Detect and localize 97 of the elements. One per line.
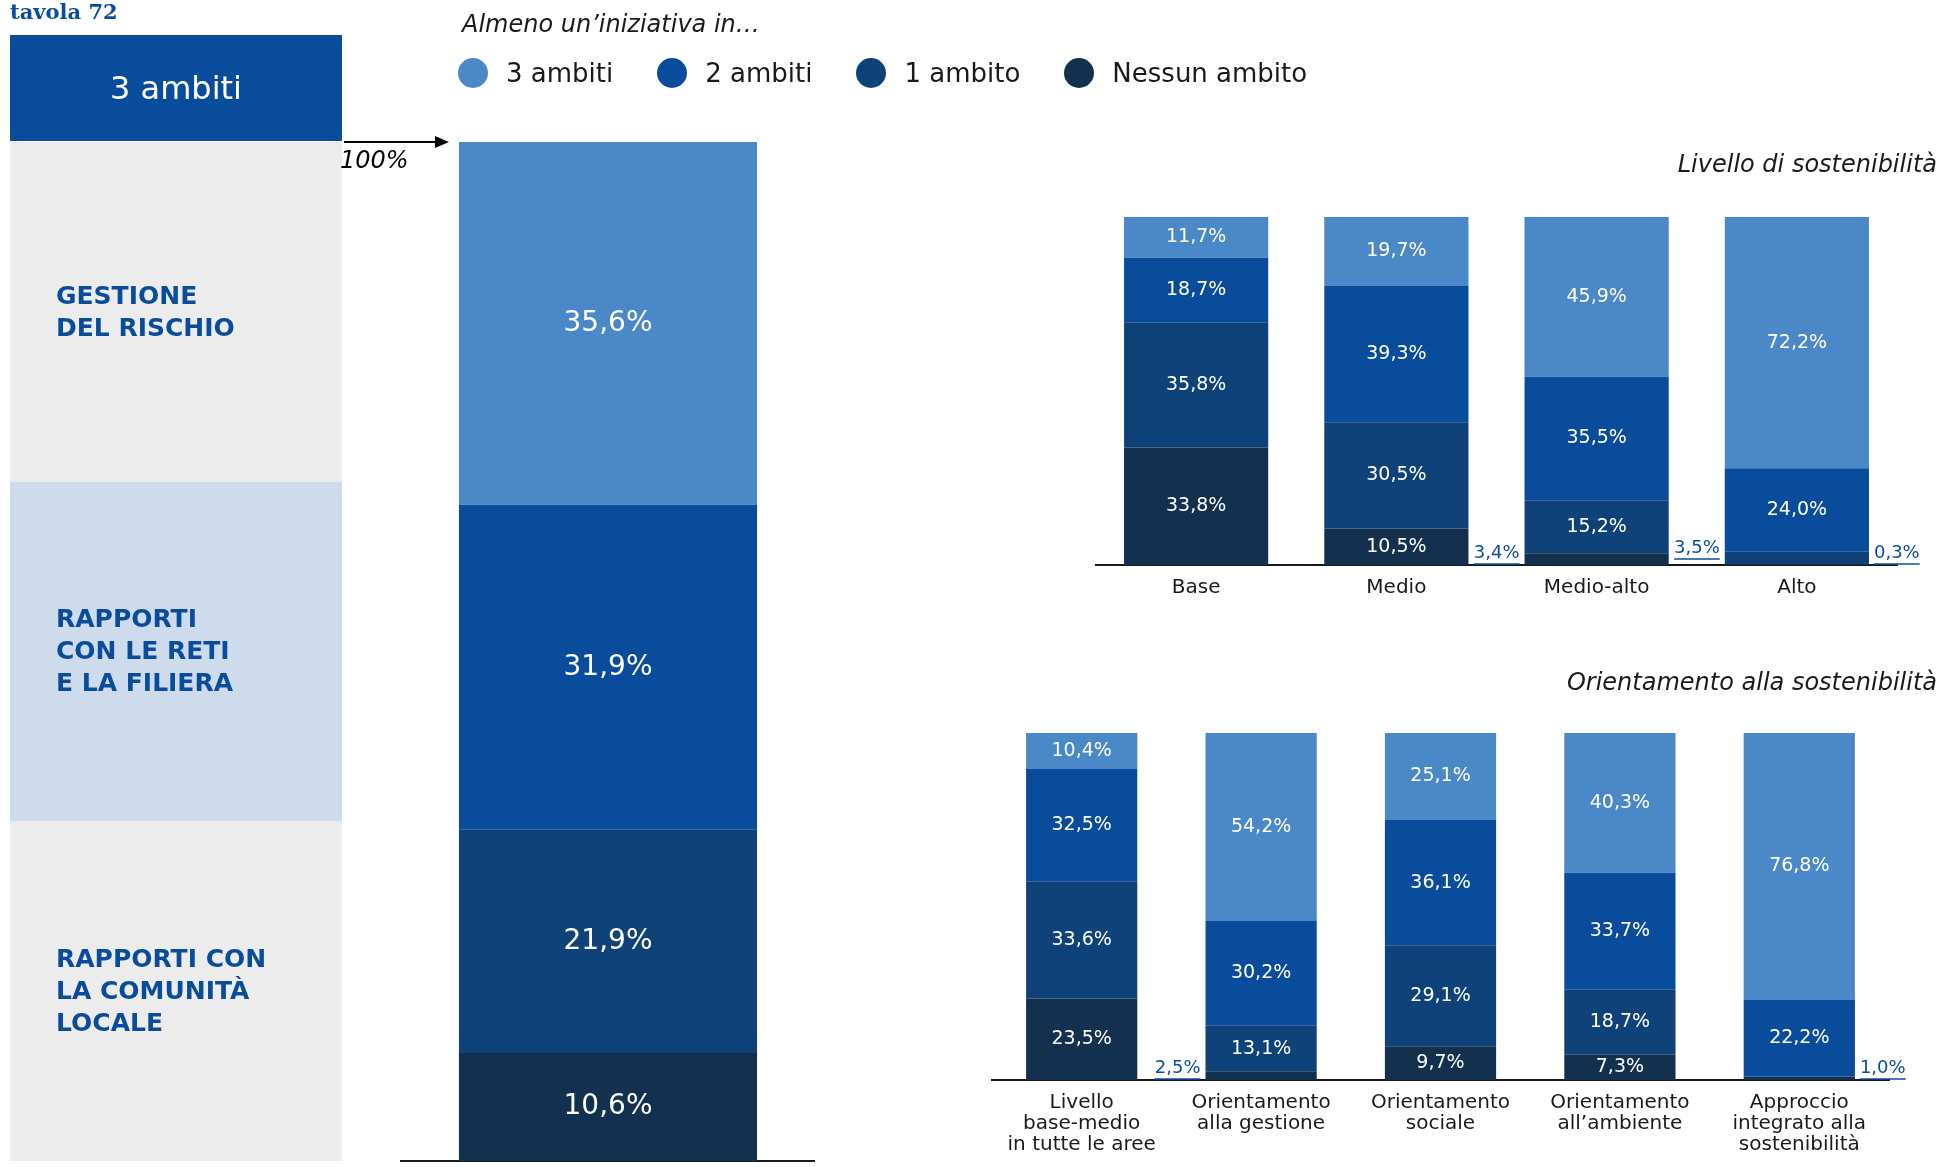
data-label: 72,2% <box>1766 329 1828 352</box>
data-label: 1,0% <box>1859 1055 1906 1077</box>
data-label: 18,7% <box>1589 1009 1651 1032</box>
bar <box>1564 733 1676 873</box>
bar <box>1384 733 1497 821</box>
x-tick-label: Base <box>1171 573 1221 598</box>
data-label: 25,1% <box>1410 763 1471 786</box>
bar <box>1026 769 1138 882</box>
data-label: 29,1% <box>1410 982 1471 1005</box>
chart-title: Almeno un’iniziativa in… <box>462 10 760 38</box>
text: RAPPORTI CON LE RETI E LA FILIERA <box>10 481 342 822</box>
chart-title: Livello di sostenibilità <box>1677 150 1937 178</box>
data-label: 39,3% <box>1366 340 1427 363</box>
bar <box>1205 921 1317 1026</box>
x-tick-label: Medio <box>1366 573 1427 598</box>
legend-label: Nessun ambito <box>1112 58 1308 88</box>
bar <box>1205 1071 1317 1080</box>
data-label: 13,1% <box>1230 1035 1292 1058</box>
bar <box>1124 447 1269 565</box>
bar <box>1384 1046 1497 1080</box>
data-label: 23,5% <box>1051 1026 1112 1049</box>
x-tick-label: Alto <box>1777 573 1817 598</box>
bar <box>1524 217 1669 377</box>
bar <box>1724 217 1869 469</box>
data-label: 15,2% <box>1566 513 1627 536</box>
bar <box>458 504 758 830</box>
bar <box>1524 500 1669 554</box>
data-label: 22,2% <box>1769 1024 1830 1047</box>
bar <box>1564 872 1676 990</box>
legend-label: 2 ambiti <box>705 58 813 88</box>
data-label: 10,4% <box>1051 737 1112 760</box>
bar <box>1124 257 1269 323</box>
text: GESTIONE DEL RISCHIO <box>56 280 235 342</box>
x-tick-label: Medio-alto <box>1543 573 1650 598</box>
data-label: 3,5% <box>1674 535 1720 557</box>
bar <box>1324 528 1469 565</box>
data-label: 3,4% <box>1473 540 1520 562</box>
bar <box>1205 733 1317 922</box>
bar <box>1026 998 1138 1080</box>
data-label: 10,5% <box>1366 533 1427 556</box>
data-label: 40,3% <box>1589 789 1651 812</box>
legend-label: 1 ambito <box>904 58 1021 88</box>
bar <box>1564 989 1676 1055</box>
x-tick-label: Approccio integrato alla sostenibilità <box>1732 1088 1867 1155</box>
data-label: 33,8% <box>1165 493 1227 516</box>
data-label: 35,6% <box>563 304 653 338</box>
bar <box>1743 999 1855 1077</box>
data-label: 2,5% <box>1154 1055 1201 1077</box>
text: 100% <box>340 146 409 175</box>
bar <box>1524 553 1669 565</box>
data-label: 30,5% <box>1366 462 1427 485</box>
data-label: 24,0% <box>1766 496 1828 519</box>
bar <box>1324 422 1469 529</box>
data-label: 76,8% <box>1769 853 1830 876</box>
data-label: 35,5% <box>1566 425 1627 448</box>
data-label: 36,1% <box>1410 869 1471 892</box>
bar <box>1124 217 1269 258</box>
bar <box>1026 881 1138 999</box>
text: tavola 72 <box>10 0 118 24</box>
bar <box>1384 820 1497 946</box>
text: RAPPORTI CON LA COMUNITÀ LOCALE <box>10 821 342 1161</box>
x-tick-label: Livello base-medio in tutte le aree <box>1007 1088 1156 1155</box>
data-label: 45,9% <box>1566 283 1627 306</box>
bar <box>458 1052 758 1161</box>
bar <box>1324 285 1469 423</box>
x-tick-label: Orientamento alla gestione <box>1191 1088 1331 1134</box>
data-label: 11,7% <box>1165 224 1227 247</box>
data-label: 33,7% <box>1589 918 1651 941</box>
data-label: 31,9% <box>563 648 653 682</box>
bar <box>1205 1025 1317 1072</box>
data-label: 54,2% <box>1230 813 1292 836</box>
data-label: 35,8% <box>1165 372 1227 395</box>
bar <box>1524 376 1669 501</box>
bar <box>1026 733 1138 770</box>
data-label: 19,7% <box>1366 238 1427 261</box>
x-tick-label: Orientamento all’ambiente <box>1550 1088 1690 1134</box>
text: 3 ambiti <box>10 35 342 141</box>
data-label: 33,6% <box>1051 927 1112 950</box>
bar <box>458 829 758 1053</box>
bar <box>1324 217 1469 286</box>
data-label: 0,3% <box>1873 540 1920 562</box>
legend-label: 3 ambiti <box>506 58 614 88</box>
chart-title: Orientamento alla sostenibilità <box>1566 668 1937 696</box>
bar <box>1743 733 1855 1000</box>
data-label: 7,3% <box>1595 1054 1645 1077</box>
x-tick-label: Orientamento sociale <box>1370 1088 1511 1134</box>
bar <box>458 142 758 505</box>
bar <box>1384 945 1497 1047</box>
data-label: 18,7% <box>1165 277 1227 300</box>
data-label: 32,5% <box>1051 812 1112 835</box>
data-label: 10,6% <box>563 1088 653 1122</box>
bar <box>1124 322 1269 448</box>
data-label: 30,2% <box>1230 960 1292 983</box>
bar <box>1724 468 1869 552</box>
data-label: 21,9% <box>563 922 653 956</box>
bar <box>1724 551 1869 564</box>
data-label: 9,7% <box>1416 1050 1465 1073</box>
